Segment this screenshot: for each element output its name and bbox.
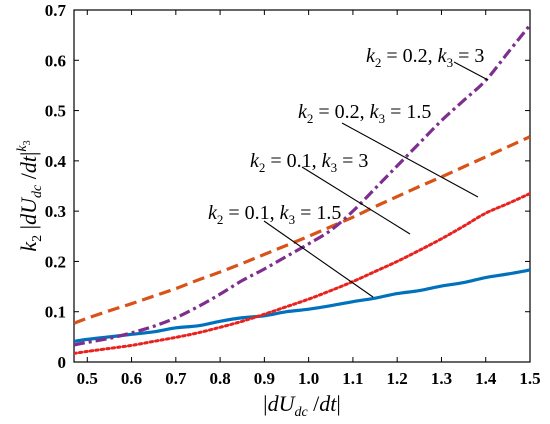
annotations: k2 = 0.2, k3 = 3 k2 = 0.2, k3 = 1.5 k2 = 0… [208,45,489,298]
annotation-leader-line [301,166,411,235]
series-group [74,24,530,355]
annotation-leader-line [263,220,374,298]
series-line-k2-0.1-k3-1.5 [74,268,530,343]
annotation-k2-0.2-k3-1.5: k2 = 0.2, k3 = 1.5 [298,101,479,198]
y-tick-label: 0.1 [45,303,66,322]
x-tick-label: 1.0 [298,369,319,388]
annotation-leader-line [453,61,489,81]
annotation-label: k2 = 0.1, k3 = 3 [250,150,368,175]
y-tick-label: 0.3 [45,202,66,221]
x-tick-label: 0.6 [121,369,142,388]
svg-text:|dUdc /dt|: |dUdc /dt| [263,391,341,420]
x-tick-label: 0.5 [77,369,98,388]
series-line-k2-0.2-k3-3 [74,24,530,347]
annotation-label: k2 = 0.2, k3 = 1.5 [298,101,431,126]
axis-ticks: 0.5 0.6 0.7 0.8 0.9 1.0 1.1 1.2 1.3 1.4 1.5 0 0.1 0.2… [45,1,541,388]
y-tick-label: 0.5 [45,102,66,121]
y-tick-label: 0.6 [45,51,66,70]
annotation-label: k2 = 0.1, k3 = 1.5 [208,202,341,227]
y-tick-label: 0 [58,353,67,372]
x-tick-label: 0.9 [254,369,275,388]
x-tick-label: 1.1 [342,369,363,388]
series-line-k2-0.1-k3-3 [74,192,530,355]
x-axis-label: |dUdc /dt| [263,391,341,420]
annotation-leader-line [341,122,479,198]
annotation-label: k2 = 0.2, k3 = 3 [366,45,484,70]
y-tick-label: 0.4 [45,152,67,171]
x-tick-label: 1.2 [387,369,408,388]
y-tick-label: 0.2 [45,252,66,271]
x-tick-label: 0.8 [209,369,230,388]
annotation-k2-0.1-k3-1.5: k2 = 0.1, k3 = 1.5 [208,202,374,298]
svg-text:k2 |dUdc /dt|k3: k2 |dUdc /dt|k3 [15,140,45,251]
plot-area [73,9,531,363]
x-tick-label: 1.5 [519,369,540,388]
y-axis-label: k2 |dUdc /dt|k3 [15,140,45,251]
x-tick-label: 0.7 [165,369,187,388]
x-tick-label: 1.3 [431,369,452,388]
x-tick-label: 1.4 [475,369,497,388]
annotation-k2-0.1-k3-3: k2 = 0.1, k3 = 3 [250,150,411,235]
annotation-k2-0.2-k3-3: k2 = 0.2, k3 = 3 [366,45,489,81]
y-tick-label: 0.7 [45,1,67,20]
series-line-k2-0.2-k3-1.5 [74,135,530,325]
